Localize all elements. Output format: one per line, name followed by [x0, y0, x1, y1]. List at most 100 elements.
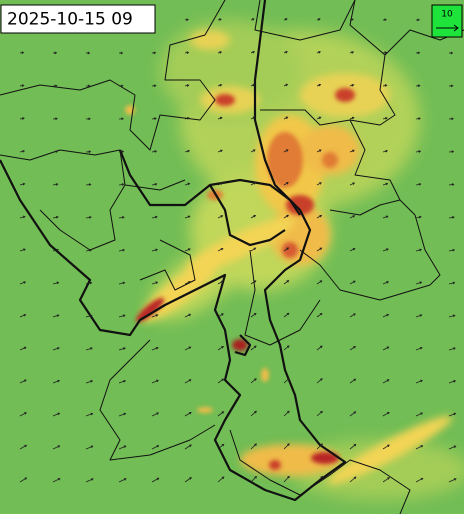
wind-arrow [382, 313, 390, 318]
wind-arrow [415, 346, 423, 351]
wind-arrow [448, 347, 456, 351]
wind-arrow [316, 280, 323, 285]
wind-arrow [184, 84, 190, 87]
wind-arrow [184, 51, 190, 54]
wind-arrow [349, 83, 355, 87]
wind-arrow [415, 445, 424, 450]
wind-arrow [283, 443, 290, 450]
wind-arrow [118, 445, 127, 450]
wind-arrow [448, 478, 457, 483]
wind-arrow [151, 51, 157, 55]
wind-arrow [316, 116, 322, 120]
wind-arrow [184, 182, 191, 186]
wind-arrow [52, 117, 58, 121]
wind-arrow [217, 443, 225, 450]
wind-arrow [349, 476, 357, 483]
wind-arrow [52, 347, 60, 351]
wind-arrow [415, 412, 424, 417]
wind-arrow [415, 281, 423, 285]
wind-arrow [151, 182, 158, 186]
wind-arrow [448, 281, 456, 285]
wind-arrow [151, 84, 157, 88]
wind-arrow [19, 117, 25, 120]
wind-arrow [316, 345, 323, 351]
wind-arrow [19, 215, 26, 219]
wind-arrow [217, 51, 223, 54]
wind-arrow [349, 51, 355, 54]
wind-arrow [118, 478, 127, 483]
wind-arrow [448, 379, 457, 384]
wind-arrow [184, 444, 192, 450]
wind-arrow [217, 182, 224, 186]
timestamp: 2025-10-15 09 [7, 10, 133, 30]
wind-arrow [217, 476, 225, 483]
wind-arrow [349, 443, 357, 450]
wind-arrow [349, 215, 356, 219]
wind-arrow [349, 313, 356, 318]
wind-arrow [283, 18, 288, 21]
wind-arrow [316, 476, 323, 483]
wind-arrow [316, 312, 323, 318]
wind-arrow [349, 280, 356, 285]
wind-arrow [118, 314, 126, 318]
wind-arrow [184, 18, 189, 22]
wind-arrow [19, 477, 28, 483]
wind-arrow [52, 215, 59, 219]
wind-arrow [217, 83, 223, 87]
wind-arrow [382, 215, 389, 219]
wind-arrow [382, 18, 387, 22]
wind-arrow [151, 215, 158, 219]
wind-arrow [85, 84, 91, 88]
wind-arrow [85, 478, 94, 483]
wind-arrow [382, 117, 388, 120]
wind-arrow [283, 247, 290, 252]
wind-arrow [250, 182, 256, 186]
wind-arrow [415, 215, 422, 219]
wind-arrow [217, 411, 225, 417]
wind-arrow [184, 477, 192, 483]
wind-arrow [283, 214, 289, 219]
wind-arrow [184, 411, 192, 417]
wind-arrow [316, 378, 323, 384]
legend-label: 10 [441, 10, 453, 20]
wind-arrow [349, 411, 357, 417]
wind-arrow [52, 445, 61, 450]
wind-arrow [52, 412, 61, 417]
wind-arrow [118, 281, 126, 285]
wind-arrow [19, 313, 27, 318]
wind-arrow [250, 345, 257, 351]
wind-arrow [316, 247, 323, 252]
legend-background [431, 4, 463, 38]
wind-arrow [250, 280, 257, 285]
wind-arrow [217, 215, 224, 219]
wind-arrow [151, 117, 157, 120]
wind-arrow [250, 443, 257, 450]
wind-arrow [316, 410, 323, 417]
wind-arrow [85, 412, 94, 417]
wind-arrow [448, 84, 454, 88]
wind-arrow [349, 149, 355, 153]
legend-arrow [436, 24, 459, 32]
wind-arrow [52, 281, 60, 285]
wind-arrow [19, 149, 26, 153]
timestamp-background [0, 4, 156, 34]
wind-arrow [184, 248, 191, 252]
wind-arrow [382, 248, 389, 252]
wind-arrow [382, 444, 390, 450]
wind-arrow [217, 313, 224, 318]
wind-arrow [52, 314, 60, 318]
wind-arrow [151, 379, 159, 384]
wind-arrow [217, 18, 222, 21]
wind-arrow [151, 412, 160, 417]
wind-arrow [415, 51, 421, 55]
wind-arrow [19, 346, 27, 351]
wind-arrow [217, 116, 223, 120]
wind-arrow [85, 51, 91, 55]
wind-arrow [52, 478, 61, 483]
wind-arrow [85, 281, 93, 285]
wind-arrow [382, 281, 390, 285]
wind-arrow [349, 182, 356, 186]
wind-arrow [118, 51, 124, 55]
wind-arrow [415, 182, 422, 186]
